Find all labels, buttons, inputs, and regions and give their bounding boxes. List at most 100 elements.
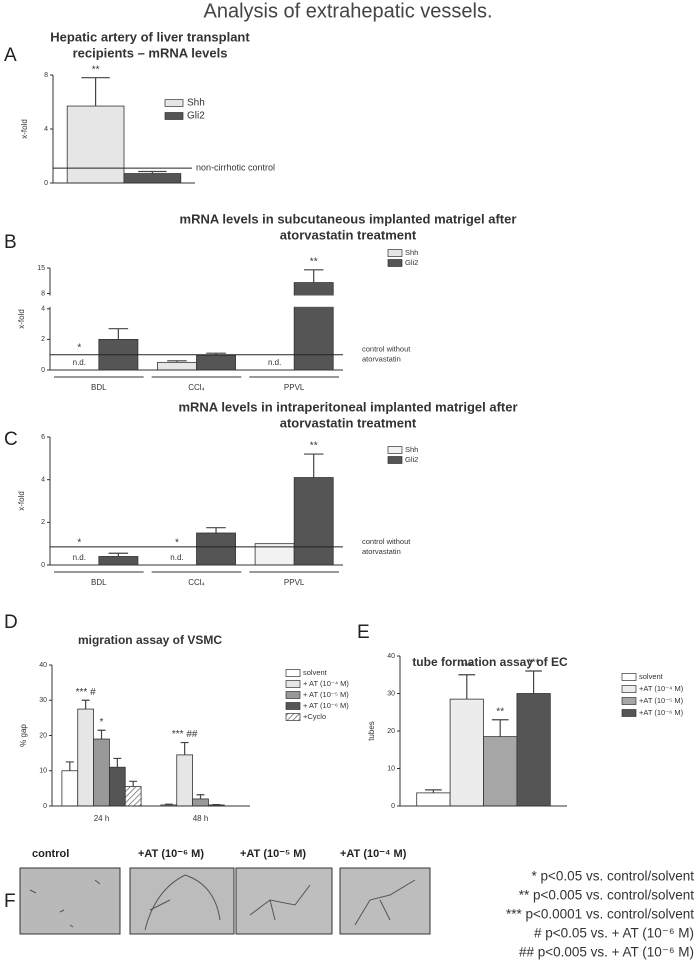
y-tick-label: 0 xyxy=(43,803,47,810)
y-axis-label: % gap xyxy=(19,724,28,747)
bar xyxy=(516,693,551,807)
legend-label: +AT (10⁻⁵ M) xyxy=(639,696,684,705)
y-axis-label: x-fold xyxy=(17,309,26,329)
bar xyxy=(109,766,126,807)
panel-letter: C xyxy=(4,429,18,450)
error-bar xyxy=(425,789,442,793)
error-bar xyxy=(65,761,74,771)
bar xyxy=(66,105,125,184)
bar xyxy=(449,698,484,807)
y-axis-label: x-fold xyxy=(20,119,29,139)
legend-swatch xyxy=(621,685,637,693)
error-bar xyxy=(108,328,129,340)
micrograph-label: +AT (10⁻⁴ M) xyxy=(340,848,407,860)
reference-label: non-cirrhotic control xyxy=(196,163,275,173)
legend-swatch xyxy=(164,112,184,120)
chart-title: atorvastatin treatment xyxy=(280,227,417,242)
error-bar xyxy=(180,741,189,755)
micrograph-label: +AT (10⁻⁶ M) xyxy=(138,848,204,860)
y-axis-label: x-fold xyxy=(17,491,26,511)
chart-title: recipients – mRNA levels xyxy=(73,45,228,60)
legend-label: + AT (10⁻⁶ M) xyxy=(303,701,349,710)
significance: ** xyxy=(310,441,318,452)
bar xyxy=(176,754,193,807)
legend-swatch xyxy=(285,680,301,688)
y-tick-label: 40 xyxy=(387,653,395,660)
bar xyxy=(416,792,451,807)
y-tick-label: 8 xyxy=(44,72,48,79)
legend-swatch xyxy=(621,673,637,681)
legend-swatch xyxy=(285,713,301,721)
chart-title: mRNA levels in intraperitoneal implanted… xyxy=(178,399,517,414)
legend-label: + AT (10⁻⁴ M) xyxy=(303,679,349,688)
y-tick-label: 10 xyxy=(39,768,47,775)
legend-swatch xyxy=(387,259,403,267)
x-tick-label: CCl₄ xyxy=(188,383,205,392)
chart-title: migration assay of VSMC xyxy=(78,633,222,647)
legend-swatch xyxy=(285,691,301,699)
legend-label: Shh xyxy=(405,445,418,454)
value-label: n.d. xyxy=(73,553,86,562)
y-tick-label: 8 xyxy=(41,290,45,297)
axis-break xyxy=(44,295,343,307)
error-bar xyxy=(164,803,173,805)
legend-label: +AT (10⁻⁴ M) xyxy=(639,684,684,693)
legend-swatch xyxy=(387,446,403,454)
x-tick-label: PPVL xyxy=(284,383,305,392)
legend-label: solvent xyxy=(303,668,328,677)
x-tick-label: BDL xyxy=(91,578,107,587)
figure-title: Analysis of extrahepatic vessels. xyxy=(203,0,492,22)
y-tick-label: 6 xyxy=(41,434,45,441)
bar xyxy=(196,532,236,566)
error-bar xyxy=(196,794,205,799)
y-tick-label: 40 xyxy=(39,662,47,669)
error-bar xyxy=(108,552,129,557)
panel-letter: D xyxy=(4,612,18,633)
error-bar xyxy=(491,719,509,737)
footnote: * p<0.05 vs. control/solvent xyxy=(532,869,695,884)
significance: * xyxy=(175,538,179,549)
legend-label: solvent xyxy=(639,672,664,681)
legend-swatch xyxy=(387,249,403,257)
bar xyxy=(93,738,110,807)
x-tick-label: 48 h xyxy=(193,814,209,823)
micrograph-detail xyxy=(29,879,101,928)
reference-label: control without xyxy=(362,537,411,546)
bar xyxy=(124,786,142,807)
footnote: ## p<0.005 vs. + AT (10⁻⁶ M) xyxy=(519,945,694,960)
micrographs xyxy=(19,867,431,935)
micrograph xyxy=(19,867,121,935)
legend-label: Shh xyxy=(187,98,205,109)
y-tick-label: 0 xyxy=(44,180,48,187)
error-bar xyxy=(97,729,106,740)
reference-label: control without xyxy=(362,345,411,354)
x-tick-label: CCl₄ xyxy=(188,578,205,587)
micrograph xyxy=(339,867,431,935)
micrograph xyxy=(235,867,333,935)
significance: *** xyxy=(528,658,540,669)
x-tick-label: BDL xyxy=(91,383,107,392)
y-tick-label: 4 xyxy=(41,477,45,484)
x-tick-label: 24 h xyxy=(94,814,110,823)
y-tick-label: 20 xyxy=(39,732,47,739)
micrograph-label: +AT (10⁻⁵ M) xyxy=(240,848,306,860)
reference-label: atorvastatin xyxy=(362,547,401,556)
panel-letter: F xyxy=(4,891,16,912)
value-label: n.d. xyxy=(268,358,281,367)
legend-swatch xyxy=(285,702,301,710)
significance: *** xyxy=(461,661,473,672)
y-tick-label: 0 xyxy=(41,367,45,374)
legend-label: Shh xyxy=(405,248,418,257)
bar xyxy=(123,173,182,184)
legend-swatch xyxy=(621,709,637,717)
significance: *** # xyxy=(76,687,96,698)
error-bar xyxy=(129,780,138,787)
y-tick-label: 4 xyxy=(41,306,45,313)
chart-title: Hepatic artery of liver transplant xyxy=(50,29,250,44)
legend-label: Gli2 xyxy=(187,111,205,122)
significance: * xyxy=(77,343,81,354)
y-tick-label: 2 xyxy=(41,519,45,526)
y-tick-label: 30 xyxy=(39,697,47,704)
footnote: # p<0.05 vs. + AT (10⁻⁶ M) xyxy=(534,926,694,941)
